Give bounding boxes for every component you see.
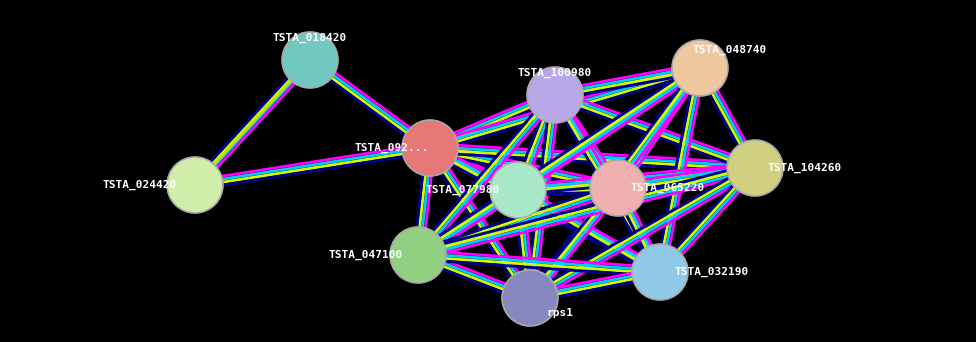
Text: TSTA_024420: TSTA_024420: [102, 180, 177, 190]
Circle shape: [490, 162, 546, 218]
Circle shape: [502, 270, 558, 326]
Text: TSTA_018420: TSTA_018420: [273, 33, 347, 43]
Text: TSTA_047100: TSTA_047100: [329, 250, 403, 260]
Text: TSTA_065220: TSTA_065220: [630, 183, 705, 193]
Circle shape: [282, 32, 338, 88]
Text: TSTA_048740: TSTA_048740: [693, 45, 767, 55]
Circle shape: [672, 40, 728, 96]
Circle shape: [390, 227, 446, 283]
Text: TSTA_104260: TSTA_104260: [768, 163, 842, 173]
Text: TSTA_077980: TSTA_077980: [426, 185, 500, 195]
Text: TSTA_032190: TSTA_032190: [674, 267, 750, 277]
Circle shape: [727, 140, 783, 196]
Circle shape: [590, 160, 646, 216]
Circle shape: [527, 67, 583, 123]
Circle shape: [402, 120, 458, 176]
Text: TSTA_100980: TSTA_100980: [518, 68, 592, 78]
Text: rps1: rps1: [547, 308, 574, 318]
Text: TSTA_092...: TSTA_092...: [355, 143, 429, 153]
Circle shape: [167, 157, 223, 213]
Circle shape: [632, 244, 688, 300]
